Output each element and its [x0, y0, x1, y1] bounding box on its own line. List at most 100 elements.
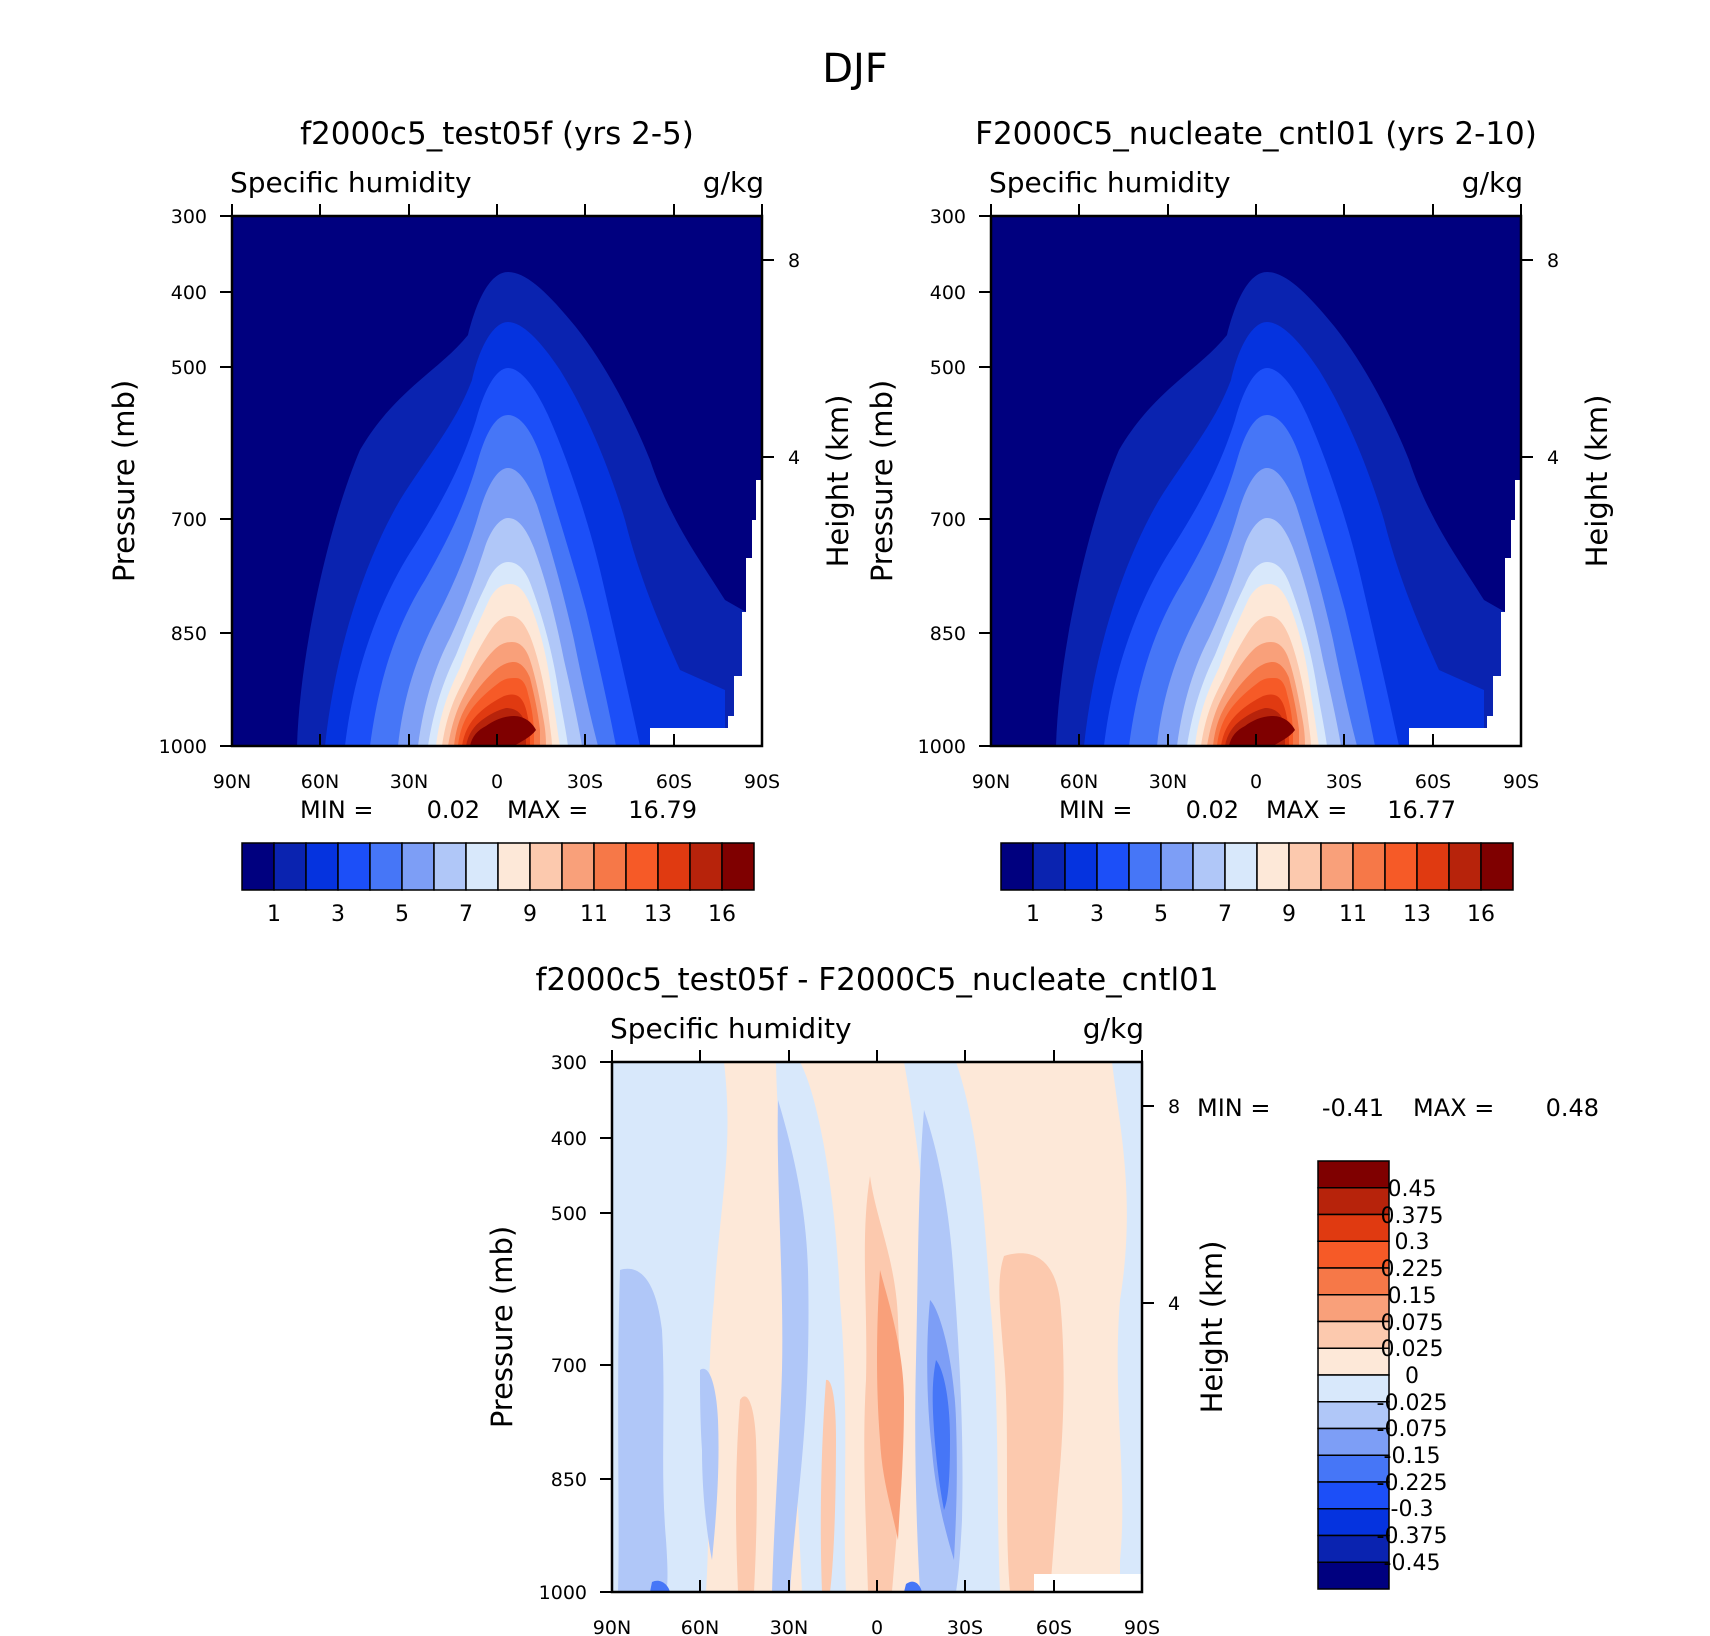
figure-title: DJF — [822, 46, 888, 92]
colorbar-cells — [1317, 1160, 1390, 1590]
x-tick-label: 90N — [972, 771, 1010, 793]
colorbar-cell — [1317, 1213, 1390, 1242]
colorbar-cell — [529, 842, 563, 891]
y-tick-label: 300 — [171, 206, 207, 228]
colorbar-label: 0.375 — [1381, 1204, 1444, 1229]
x-tick-label: 60S — [1415, 771, 1451, 793]
y2-axis-label: Height (km) — [1580, 395, 1614, 568]
colorbar-cell — [1320, 842, 1354, 891]
colorbar-cell — [1000, 842, 1034, 891]
panel-title: f2000c5_test05f - F2000C5_nucleate_cntl0… — [535, 962, 1218, 998]
colorbar-cell — [1448, 842, 1482, 891]
min-label: MIN = — [1059, 796, 1132, 824]
colorbar-cell — [657, 842, 691, 891]
x-tick-label: 90N — [213, 771, 251, 793]
x-tick-label: 30N — [770, 1617, 808, 1636]
y-tick-label: 500 — [171, 357, 207, 379]
min-max: MIN = 0.02 MAX = 16.77 — [1059, 796, 1456, 824]
y-tick-label: 1000 — [918, 736, 966, 758]
colorbar-label: -0.15 — [1384, 1444, 1441, 1469]
max-label: MAX = — [1413, 1094, 1494, 1122]
y2-axis: 8 4 Height (km) — [1521, 250, 1614, 567]
y-ticks — [220, 215, 232, 747]
units-label: g/kg — [1083, 1012, 1144, 1045]
colorbar-cell — [1317, 1401, 1390, 1430]
y2-ticks — [1521, 259, 1533, 458]
colorbar-label: 3 — [1090, 902, 1104, 927]
y-tick-label: 300 — [930, 206, 966, 228]
y2-tick-label: 8 — [788, 250, 800, 272]
x-tick-label: 30N — [390, 771, 428, 793]
panel-title: f2000c5_test05f (yrs 2-5) — [300, 116, 694, 152]
y-axis-label: Pressure (mb) — [865, 380, 899, 582]
x-tick-label: 0 — [1250, 771, 1262, 793]
y2-tick-label: 8 — [1168, 1096, 1180, 1118]
colorbar-cell — [1128, 842, 1162, 891]
contour-level — [736, 1396, 757, 1592]
colorbar-label: 16 — [708, 902, 736, 927]
max-value: 0.48 — [1546, 1094, 1599, 1122]
missing-data — [1409, 480, 1521, 746]
min-value: 0.02 — [427, 796, 480, 824]
y-ticks — [600, 1061, 612, 1593]
contour-level — [618, 1268, 668, 1592]
colorbar-cell — [1317, 1374, 1390, 1403]
colorbar-cell — [337, 842, 371, 891]
missing-data — [650, 480, 762, 746]
x-ticks — [611, 1050, 1143, 1592]
panel-difference: f2000c5_test05f - F2000C5_nucleate_cntl0… — [485, 962, 1599, 1636]
colorbar-label: 1 — [267, 902, 281, 927]
y2-ticks — [1142, 1105, 1154, 1304]
colorbar-cell — [593, 842, 627, 891]
colorbar-label: -0.45 — [1384, 1551, 1441, 1576]
colorbar-label: 5 — [395, 902, 409, 927]
x-tick-label: 60N — [681, 1617, 719, 1636]
y2-axis-label: Height (km) — [821, 395, 855, 568]
contour-level — [700, 1368, 719, 1560]
y-tick-label: 500 — [551, 1203, 587, 1225]
min-label: MIN = — [1197, 1094, 1270, 1122]
colorbar-label: 5 — [1154, 902, 1168, 927]
y2-tick-label: 4 — [788, 447, 800, 469]
contour-level — [470, 716, 536, 746]
panel-test05f: f2000c5_test05f (yrs 2-5) Specific humid… — [107, 116, 855, 927]
y-tick-label: 850 — [171, 623, 207, 645]
x-tick-label: 60S — [1036, 1617, 1072, 1636]
colorbar-cell — [721, 842, 755, 891]
colorbar-cells — [1000, 842, 1514, 891]
colorbar-cell — [689, 842, 723, 891]
x-ticks — [990, 204, 1522, 746]
min-value: 0.02 — [1186, 796, 1239, 824]
contour-level — [904, 1581, 922, 1592]
y-tick-label: 700 — [930, 509, 966, 531]
colorbar-label: 9 — [523, 902, 537, 927]
colorbar-label: 0 — [1405, 1364, 1419, 1389]
y-axis-label: Pressure (mb) — [485, 1226, 519, 1428]
contour-level — [820, 1379, 836, 1592]
y-axis: 300 400 500 700 850 1000 Pressure (mb) — [485, 1052, 612, 1604]
colorbar-cell — [625, 842, 659, 891]
colorbar-label: -0.025 — [1377, 1391, 1448, 1416]
colorbar-label: 0.3 — [1395, 1230, 1430, 1255]
x-tick-label: 30S — [947, 1617, 983, 1636]
colorbar-label: 13 — [644, 902, 672, 927]
x-tick-label: 90N — [593, 1617, 631, 1636]
colorbar-cell — [1256, 842, 1290, 891]
colorbar-cell — [465, 842, 499, 891]
x-tick-label: 60N — [1060, 771, 1098, 793]
y2-tick-label: 8 — [1547, 250, 1559, 272]
x-tick-label: 90S — [1503, 771, 1539, 793]
colorbar-cell — [1224, 842, 1258, 891]
max-label: MAX = — [1266, 796, 1347, 824]
x-tick-label: 0 — [491, 771, 503, 793]
colorbar-cell — [1317, 1320, 1390, 1349]
colorbar-cell — [1317, 1187, 1390, 1216]
y2-ticks — [762, 259, 774, 458]
colorbar-cell — [1317, 1534, 1390, 1563]
colorbar-cell — [497, 842, 531, 891]
y2-axis: 8 4 Height (km) — [762, 250, 855, 567]
contour-level — [877, 1270, 904, 1540]
colorbar: 1 3 5 7 9 11 13 16 — [241, 842, 755, 927]
contour-field — [232, 216, 762, 746]
